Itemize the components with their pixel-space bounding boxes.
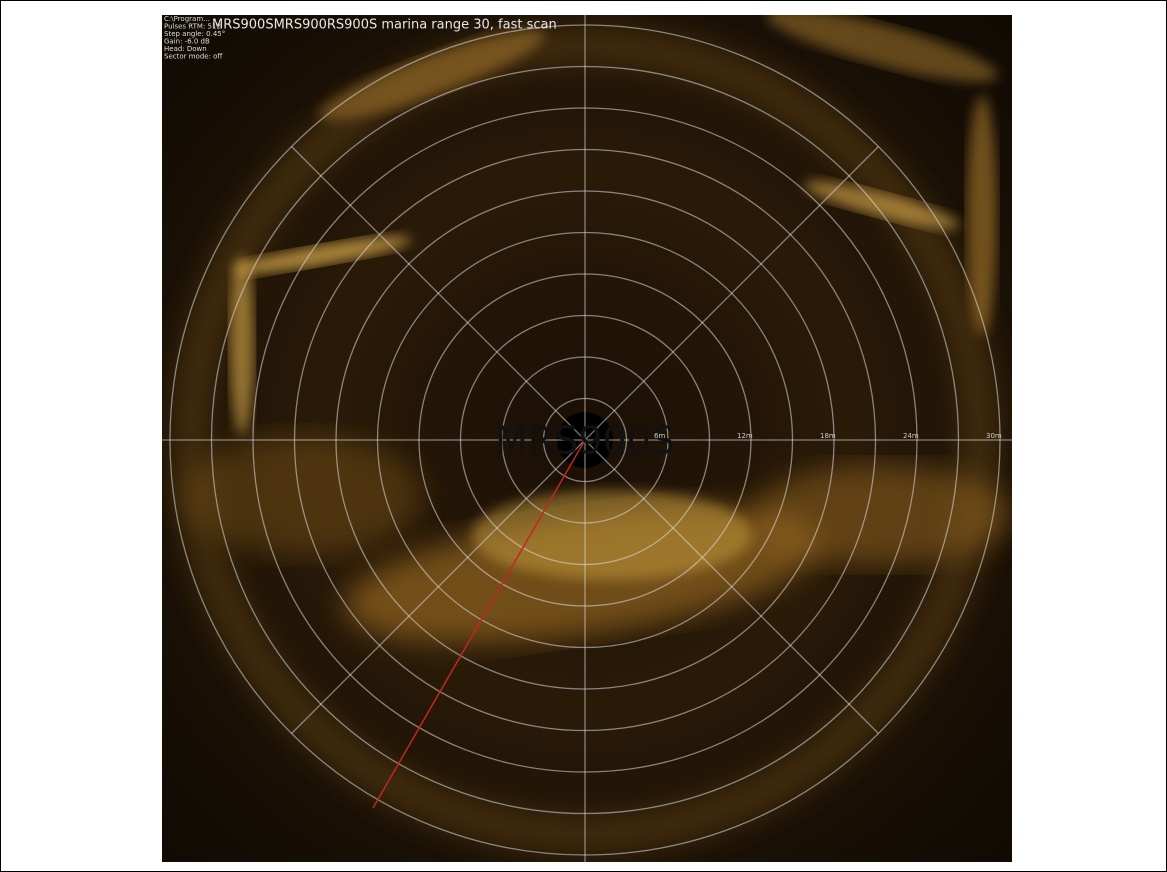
title: MRS900SMRS900RS900S marina range 30, fas…	[212, 18, 557, 33]
center-label: MRS900S	[495, 419, 675, 463]
info-line: Step angle: 0.45°	[164, 30, 225, 38]
info-line: Head: Down	[164, 45, 207, 53]
range-label: 6m	[654, 432, 665, 440]
info-line: Gain: -6.0 dB	[164, 38, 210, 46]
range-label: 12m	[737, 432, 753, 440]
range-label: 18m	[820, 432, 836, 440]
range-label: 24m	[903, 432, 919, 440]
heading-line	[372, 439, 586, 809]
range-labels: 6m 12m 18m 24m 30m	[654, 432, 1002, 440]
info-line: Sector mode: off	[164, 53, 222, 61]
sonar-image: MRS900SMRS900RS900S marina range 30, fas…	[162, 15, 1012, 862]
range-label: 30m	[986, 432, 1002, 440]
range-rings	[162, 15, 1012, 862]
info-line: C:\Program...	[164, 15, 210, 23]
info-line: Pulses RTM: 512	[164, 23, 221, 31]
